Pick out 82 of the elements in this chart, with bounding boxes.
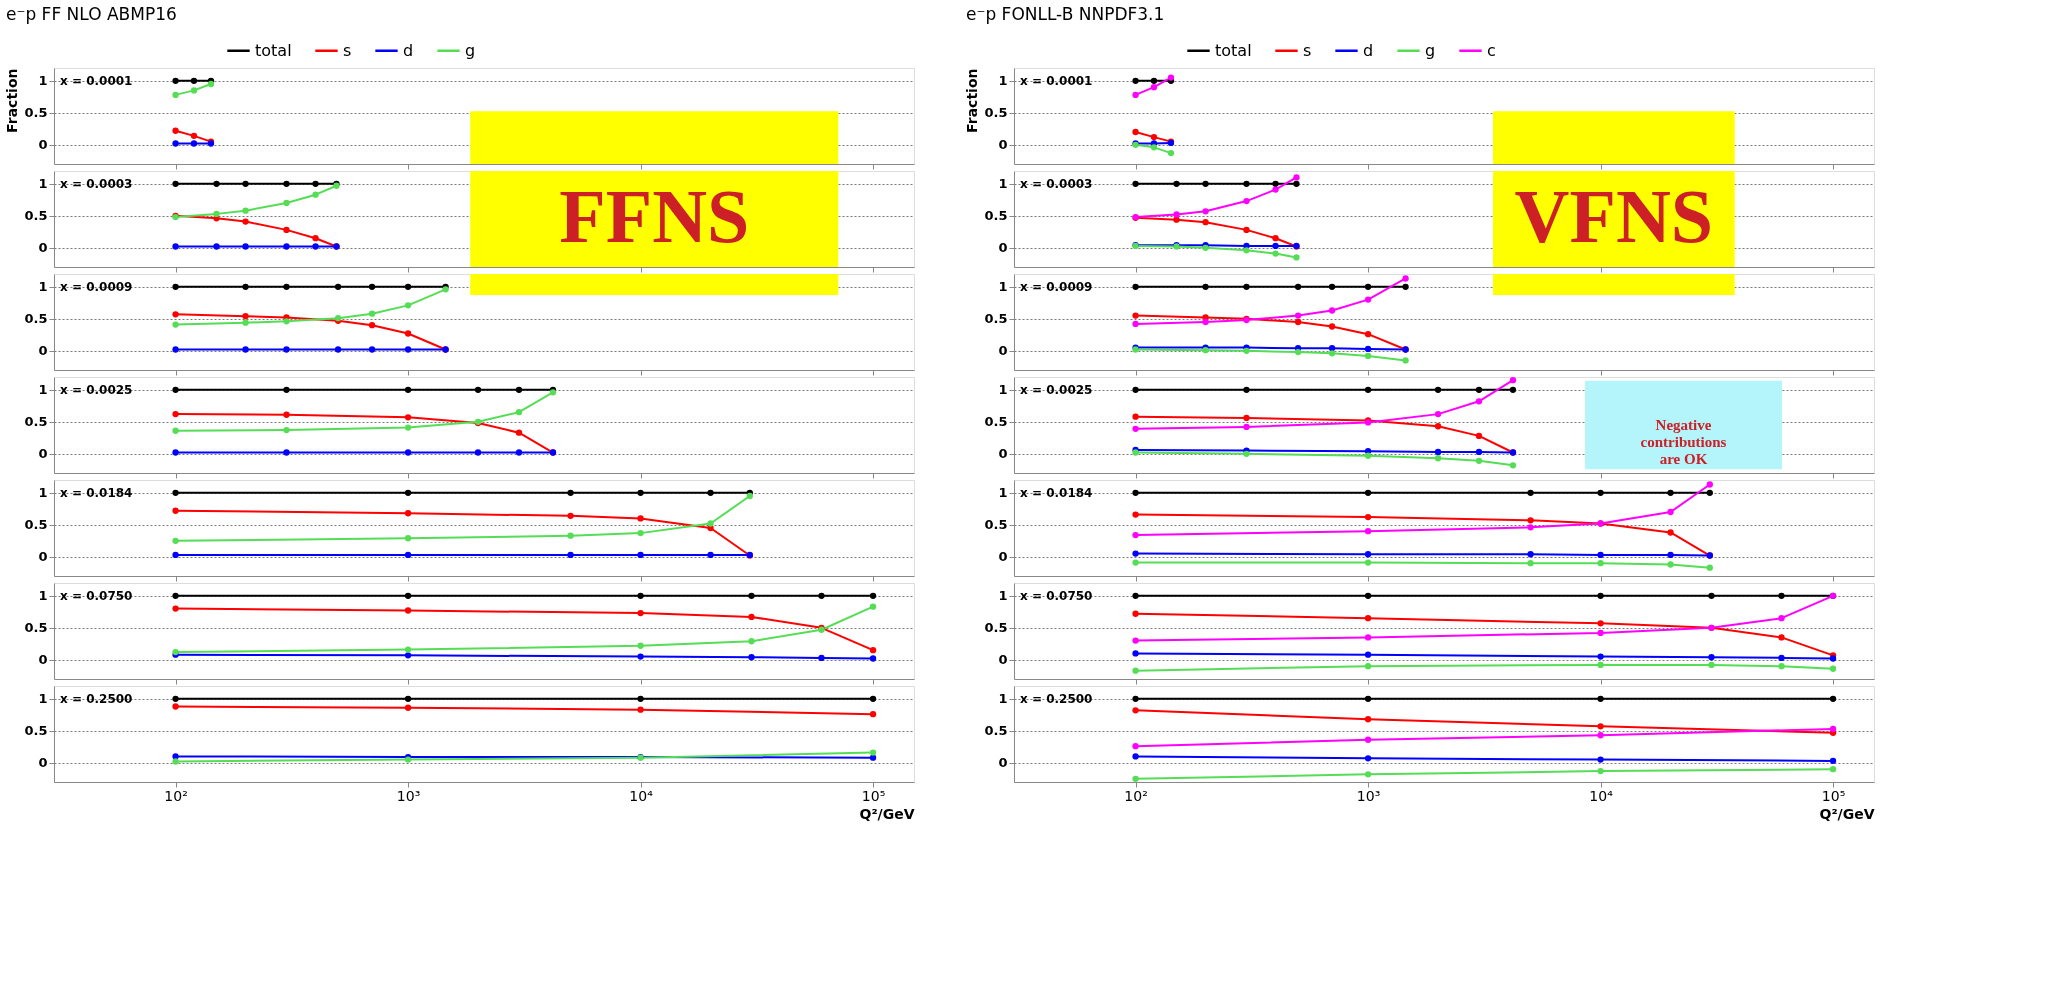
x-axis-title: Q²/GeV bbox=[859, 805, 915, 822]
y-tick-label: 0 bbox=[38, 137, 48, 153]
y-tick-label: 0 bbox=[998, 343, 1008, 359]
annotation: x = 0.0184 bbox=[60, 485, 133, 500]
y-tick-label: 1 bbox=[38, 588, 48, 604]
y-tick-label: 0 bbox=[38, 343, 48, 359]
legend-label: g bbox=[1425, 40, 1436, 60]
y-tick-label: 0 bbox=[38, 446, 48, 462]
y-tick-label: 1 bbox=[38, 691, 48, 707]
y-tick-label: 0.5 bbox=[984, 723, 1008, 739]
y-tick-label: 0 bbox=[998, 137, 1008, 153]
y-tick-label: 0 bbox=[998, 549, 1008, 565]
chart-title: e⁻p FONLL-B NNPDF3.1 bbox=[965, 4, 1165, 24]
x-tick-label: 10⁵ bbox=[1821, 787, 1846, 804]
x-axis-title: Q²/GeV bbox=[1819, 805, 1875, 822]
y-tick-label: 1 bbox=[998, 176, 1008, 192]
legend-label: d bbox=[403, 40, 414, 60]
y-tick-label: 0.5 bbox=[24, 208, 48, 224]
annotation: FFNS bbox=[559, 174, 750, 258]
legend-label: total bbox=[1215, 40, 1252, 60]
legend-label: total bbox=[255, 40, 292, 60]
annotation: x = 0.0003 bbox=[60, 176, 133, 191]
y-tick-label: 0 bbox=[38, 549, 48, 565]
x-tick-label: 10² bbox=[164, 787, 188, 804]
y-tick-label: 0.5 bbox=[24, 311, 48, 327]
annotation: x = 0.2500 bbox=[60, 691, 133, 706]
y-tick-label: 1 bbox=[998, 73, 1008, 89]
annotation: x = 0.0001 bbox=[1020, 73, 1093, 88]
annotation: x = 0.0009 bbox=[60, 279, 133, 294]
y-tick-label: 0 bbox=[38, 240, 48, 256]
y-tick-label: 0 bbox=[998, 652, 1008, 668]
y-tick-label: 0.5 bbox=[984, 311, 1008, 327]
y-tick-label: 1 bbox=[998, 279, 1008, 295]
y-axis-title: Fraction bbox=[4, 68, 21, 133]
legend-label: s bbox=[343, 40, 352, 60]
y-tick-label: 0.5 bbox=[24, 620, 48, 636]
annotation: x = 0.0025 bbox=[60, 382, 133, 397]
x-tick-label: 10⁴ bbox=[1589, 787, 1614, 804]
y-tick-label: 0 bbox=[998, 446, 1008, 462]
annotation: Negative contributions are OK bbox=[1640, 417, 1727, 467]
annotation: x = 0.2500 bbox=[1020, 691, 1093, 706]
y-tick-label: 1 bbox=[998, 382, 1008, 398]
y-tick-label: 0.5 bbox=[24, 105, 48, 121]
y-tick-label: 0.5 bbox=[24, 723, 48, 739]
y-tick-label: 1 bbox=[38, 73, 48, 89]
y-tick-label: 1 bbox=[38, 485, 48, 501]
annotation: x = 0.0025 bbox=[1020, 382, 1093, 397]
legend-label: c bbox=[1487, 40, 1496, 60]
y-tick-label: 0 bbox=[998, 755, 1008, 771]
x-tick-label: 10² bbox=[1124, 787, 1148, 804]
y-tick-label: 1 bbox=[998, 691, 1008, 707]
annotation: x = 0.0750 bbox=[60, 588, 133, 603]
chart-title: e⁻p FF NLO ABMP16 bbox=[5, 4, 177, 24]
annotation: VFNS bbox=[1514, 174, 1714, 258]
y-axis-title: Fraction bbox=[964, 68, 981, 133]
annotation: x = 0.0009 bbox=[1020, 279, 1093, 294]
annotation: x = 0.0001 bbox=[60, 73, 133, 88]
legend-label: g bbox=[465, 40, 476, 60]
y-tick-label: 1 bbox=[998, 485, 1008, 501]
y-tick-label: 0.5 bbox=[24, 517, 48, 533]
y-tick-label: 1 bbox=[998, 588, 1008, 604]
y-tick-label: 0.5 bbox=[984, 105, 1008, 121]
legend-label: d bbox=[1363, 40, 1374, 60]
annotation: x = 0.0184 bbox=[1020, 485, 1093, 500]
y-tick-label: 0.5 bbox=[984, 414, 1008, 430]
x-tick-label: 10⁵ bbox=[861, 787, 886, 804]
y-tick-label: 0 bbox=[38, 755, 48, 771]
y-tick-label: 0.5 bbox=[984, 208, 1008, 224]
annotation: x = 0.0750 bbox=[1020, 588, 1093, 603]
y-tick-label: 1 bbox=[38, 176, 48, 192]
x-tick-label: 10⁴ bbox=[629, 787, 654, 804]
y-tick-label: 0.5 bbox=[984, 620, 1008, 636]
annotation: x = 0.0003 bbox=[1020, 176, 1093, 191]
y-tick-label: 0.5 bbox=[984, 517, 1008, 533]
y-tick-label: 0 bbox=[998, 240, 1008, 256]
y-tick-label: 1 bbox=[38, 382, 48, 398]
y-tick-label: 1 bbox=[38, 279, 48, 295]
y-tick-label: 0 bbox=[38, 652, 48, 668]
y-tick-label: 0.5 bbox=[24, 414, 48, 430]
x-tick-label: 10³ bbox=[396, 787, 421, 804]
x-tick-label: 10³ bbox=[1356, 787, 1381, 804]
legend-label: s bbox=[1303, 40, 1312, 60]
